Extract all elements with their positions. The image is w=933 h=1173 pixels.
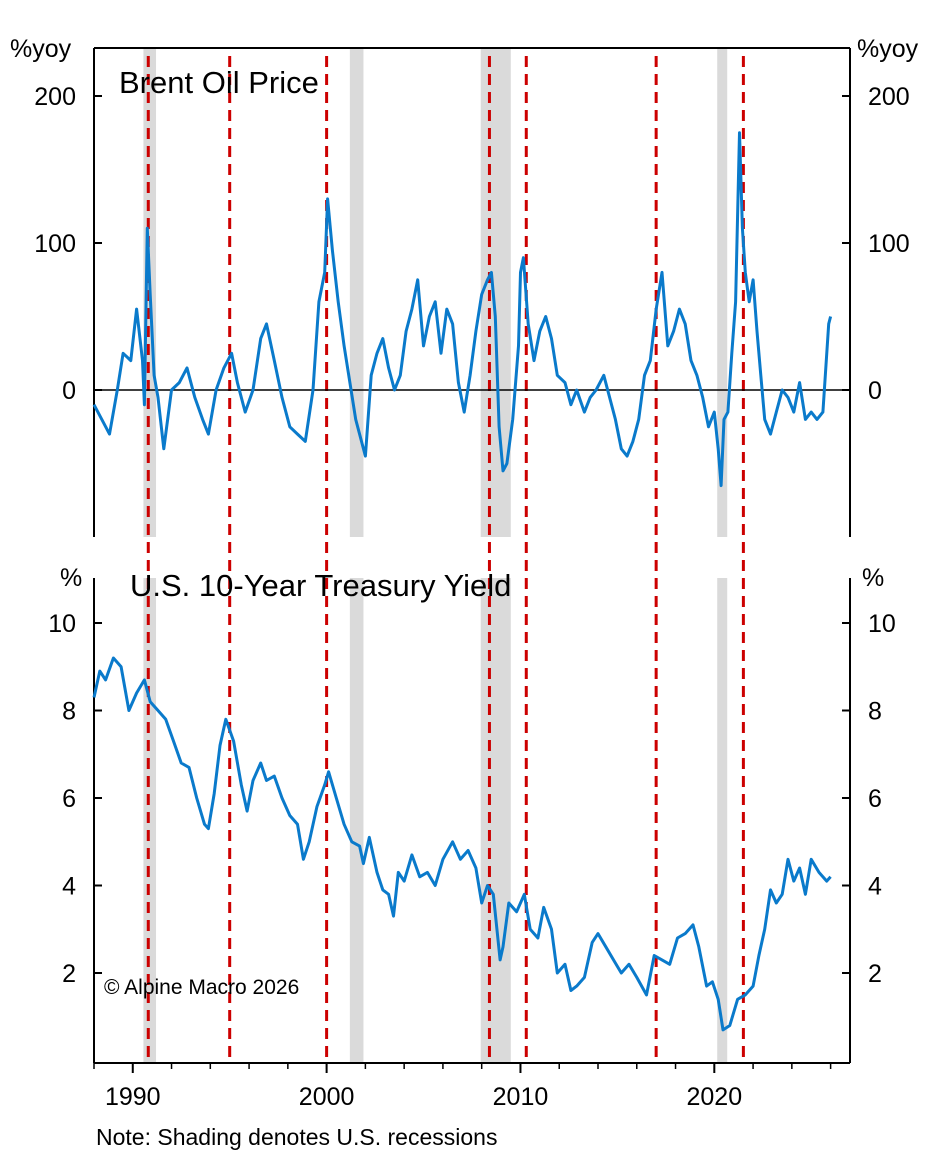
top-left-tick-label: 0 [62, 377, 76, 405]
bottom-left-tick-label: 2 [62, 960, 76, 988]
copyright-text: © Alpine Macro 2026 [104, 976, 299, 999]
recession-band-top-3 [717, 48, 728, 537]
footnote: Note: Shading denotes U.S. recessions [96, 1124, 497, 1150]
recession-band-top-2 [480, 48, 511, 537]
top-right-tick-label: 0 [868, 377, 882, 405]
x-tick-label: 2000 [299, 1083, 355, 1111]
bottom-right-tick-label: 4 [868, 873, 882, 901]
top-left-tick-label: 100 [34, 230, 76, 258]
top-right-tick-label: 200 [868, 83, 910, 111]
top-right-tick-label: 100 [868, 230, 910, 258]
labels-layer: %yoy %yoy Brent Oil Price % % U.S. 10-Ye… [10, 35, 919, 1150]
bottom-right-tick-label: 2 [868, 960, 882, 988]
recession-band-top-1 [349, 48, 364, 537]
bottom-right-tick-label: 10 [868, 610, 896, 638]
axes-layer [93, 47, 851, 1073]
recession-band-bottom-3 [717, 578, 728, 1063]
x-tick-label: 1990 [105, 1083, 161, 1111]
bottom-left-tick-label: 4 [62, 873, 76, 901]
recession-band-bottom-2 [480, 578, 511, 1063]
bottom-right-unit-label: % [862, 564, 884, 592]
red-dashed-lines-layer [146, 56, 745, 1063]
recession-shading-layer [143, 48, 728, 1063]
x-tick-label: 2020 [686, 1083, 742, 1111]
bottom-panel-title: U.S. 10-Year Treasury Yield [130, 568, 511, 603]
bottom-left-tick-label: 6 [62, 785, 76, 813]
top-panel-title: Brent Oil Price [119, 65, 319, 100]
x-tick-label: 2010 [493, 1083, 549, 1111]
bottom-right-tick-label: 6 [868, 785, 882, 813]
top-left-unit-label: %yoy [10, 35, 72, 63]
top-right-unit-label: %yoy [857, 35, 919, 63]
bottom-left-unit-label: % [60, 564, 82, 592]
bottom-right-tick-label: 8 [868, 698, 882, 726]
recession-band-bottom-1 [349, 578, 364, 1063]
series-layer [92, 131, 833, 1032]
top-left-tick-label: 200 [34, 83, 76, 111]
brent-oil-series-line [92, 131, 833, 488]
bottom-left-tick-label: 8 [62, 698, 76, 726]
bottom-left-tick-label: 10 [48, 610, 76, 638]
